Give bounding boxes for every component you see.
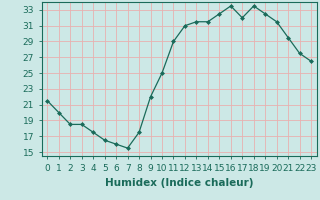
X-axis label: Humidex (Indice chaleur): Humidex (Indice chaleur) bbox=[105, 178, 253, 188]
